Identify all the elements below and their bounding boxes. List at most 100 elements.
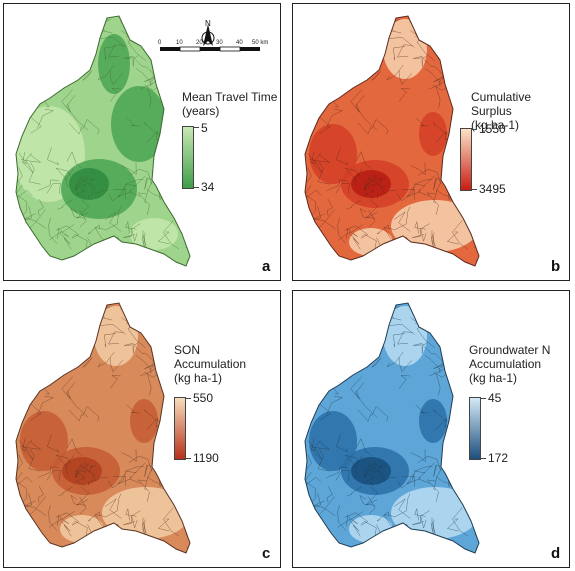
subbasin-boundary — [355, 151, 372, 169]
subbasin-boundary — [26, 542, 42, 553]
subbasin-boundary — [48, 518, 69, 528]
subbasin-boundary — [75, 187, 77, 191]
subbasin-boundary — [17, 46, 31, 58]
subbasin-boundary — [83, 462, 85, 465]
subbasin-boundary — [317, 449, 330, 472]
subbasin-boundary — [373, 471, 376, 474]
value-patch — [391, 487, 479, 539]
subbasin-boundary — [18, 438, 28, 452]
subbasin-boundary — [16, 327, 26, 351]
subbasin-boundary — [61, 346, 71, 360]
subbasin-boundary — [312, 518, 321, 533]
subbasin-boundary — [97, 351, 115, 368]
panel-letter-c: c — [262, 545, 271, 562]
subbasin-boundary — [368, 465, 371, 468]
subbasin-boundary — [341, 82, 354, 89]
subbasin-boundary — [89, 468, 108, 482]
subbasin-boundary — [76, 183, 78, 188]
subbasin-boundary — [47, 434, 60, 453]
subbasin-boundary — [410, 449, 426, 463]
subbasin-boundary — [142, 232, 147, 247]
subbasin-boundary — [123, 228, 135, 238]
subbasin-boundary — [355, 95, 378, 131]
subbasin-boundary — [420, 306, 443, 327]
subbasin-boundary — [37, 108, 55, 129]
subbasin-boundary — [383, 177, 386, 181]
watershed-map-b — [304, 15, 480, 267]
subbasin-boundary — [97, 64, 115, 81]
subbasin-boundary — [37, 466, 59, 478]
subbasin-boundary — [346, 199, 362, 210]
subbasin-boundary — [305, 363, 322, 371]
subbasin-boundary — [406, 473, 420, 485]
subbasin-boundary — [335, 469, 350, 481]
subbasin-boundary — [371, 119, 389, 135]
subbasin-boundary — [57, 511, 75, 526]
subbasin-boundary — [446, 231, 459, 245]
subbasin-boundary — [80, 467, 84, 471]
legend-max-c: 1190 — [193, 451, 219, 465]
subbasin-boundary — [161, 58, 182, 72]
subbasin-boundary — [334, 314, 345, 335]
subbasin-boundary — [108, 471, 127, 489]
subbasin-boundary — [372, 465, 377, 469]
subbasin-boundary — [305, 386, 307, 408]
subbasin-boundary — [350, 376, 362, 400]
subbasin-boundary — [305, 363, 316, 374]
subbasin-boundary — [369, 176, 372, 180]
subbasin-boundary — [344, 167, 360, 181]
subbasin-boundary — [16, 40, 26, 64]
subbasin-boundary — [45, 314, 56, 335]
subbasin-boundary — [410, 162, 426, 176]
subbasin-boundary — [450, 58, 471, 72]
subbasin-boundary — [351, 546, 363, 553]
subbasin-boundary — [90, 480, 94, 482]
subbasin-boundary — [326, 108, 344, 129]
subbasin-boundary — [379, 193, 383, 195]
subbasin-boundary — [159, 163, 173, 181]
map-panel-d: Groundwater N Accumulation (kg ha-1) 45 … — [292, 290, 570, 568]
subbasin-boundary — [311, 213, 336, 229]
legend-min-b: 1550 — [479, 122, 506, 136]
subbasin-boundary — [415, 542, 440, 553]
subbasin-boundary — [79, 469, 81, 471]
subbasin-boundary — [445, 319, 460, 337]
subbasin-boundary — [371, 189, 373, 192]
subbasin-boundary — [55, 225, 80, 239]
subbasin-boundary — [351, 259, 363, 266]
subbasin-boundary — [359, 494, 375, 506]
subbasin-boundary — [315, 255, 331, 266]
subbasin-boundary — [16, 355, 22, 379]
watershed-outline — [304, 15, 480, 267]
subbasin-boundary — [376, 224, 389, 235]
subbasin-boundary — [84, 184, 87, 187]
subbasin-boundary — [59, 519, 72, 537]
scale-tick-10: 10 — [176, 40, 183, 46]
subbasin-boundary — [85, 468, 90, 472]
subbasin-boundary — [364, 480, 366, 482]
subbasin-boundary — [433, 180, 442, 203]
subbasin-boundary — [81, 474, 86, 479]
subbasin-boundary — [132, 55, 139, 67]
subbasin-boundary — [135, 68, 153, 90]
legend-min-a: 5 — [201, 121, 208, 135]
subbasin-boundary — [84, 471, 87, 474]
scale-tick-0: 0 — [158, 40, 162, 46]
subbasin-boundary — [346, 511, 364, 526]
subbasin-boundary — [167, 303, 179, 320]
subbasin-boundary — [341, 369, 354, 376]
subbasin-boundary — [372, 339, 384, 350]
subbasin-boundary — [430, 16, 454, 23]
subbasin-boundary — [354, 24, 365, 51]
legend-colorbar-c — [174, 397, 186, 460]
subbasin-boundary — [81, 482, 86, 487]
subbasin-boundary — [378, 468, 397, 482]
subbasin-boundary — [381, 185, 385, 190]
subbasin-boundary — [146, 87, 152, 109]
subbasin-boundary — [132, 342, 139, 354]
subbasin-boundary — [51, 71, 66, 79]
subbasin-boundary — [376, 16, 390, 17]
subbasin-boundary — [81, 195, 86, 200]
subbasin-boundary — [379, 480, 383, 482]
subbasin-boundary — [448, 450, 462, 468]
